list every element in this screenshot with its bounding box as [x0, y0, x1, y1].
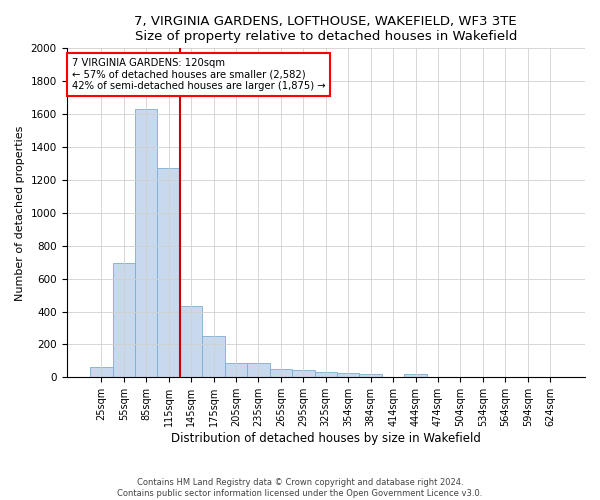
- Title: 7, VIRGINIA GARDENS, LOFTHOUSE, WAKEFIELD, WF3 3TE
Size of property relative to : 7, VIRGINIA GARDENS, LOFTHOUSE, WAKEFIEL…: [134, 15, 517, 43]
- X-axis label: Distribution of detached houses by size in Wakefield: Distribution of detached houses by size …: [171, 432, 481, 445]
- Bar: [157, 168, 180, 378]
- Bar: [359, 374, 382, 378]
- Bar: [337, 372, 359, 378]
- Bar: [314, 372, 337, 378]
- Bar: [90, 366, 113, 378]
- Bar: [135, 109, 157, 378]
- Bar: [225, 363, 247, 378]
- Bar: [292, 370, 314, 378]
- Bar: [269, 369, 292, 378]
- Text: 7 VIRGINIA GARDENS: 120sqm
← 57% of detached houses are smaller (2,582)
42% of s: 7 VIRGINIA GARDENS: 120sqm ← 57% of deta…: [72, 58, 325, 92]
- Bar: [113, 263, 135, 378]
- Y-axis label: Number of detached properties: Number of detached properties: [15, 125, 25, 300]
- Bar: [180, 306, 202, 378]
- Bar: [202, 336, 225, 378]
- Bar: [404, 374, 427, 378]
- Bar: [247, 363, 269, 378]
- Text: Contains HM Land Registry data © Crown copyright and database right 2024.
Contai: Contains HM Land Registry data © Crown c…: [118, 478, 482, 498]
